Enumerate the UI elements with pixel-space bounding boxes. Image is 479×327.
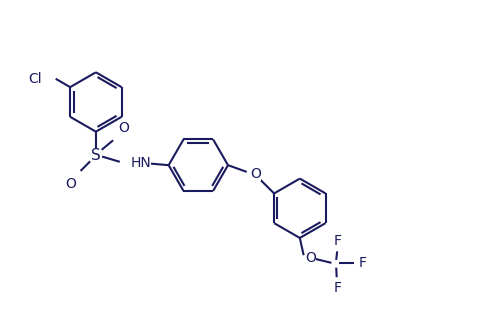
Text: O: O — [65, 177, 76, 191]
Text: O: O — [118, 121, 129, 134]
Text: F: F — [334, 281, 342, 295]
Text: F: F — [334, 234, 342, 249]
Text: HN: HN — [130, 156, 151, 170]
Text: O: O — [306, 251, 317, 265]
Text: S: S — [91, 148, 101, 163]
Text: Cl: Cl — [29, 72, 42, 86]
Text: F: F — [358, 256, 366, 270]
Text: O: O — [251, 167, 262, 181]
